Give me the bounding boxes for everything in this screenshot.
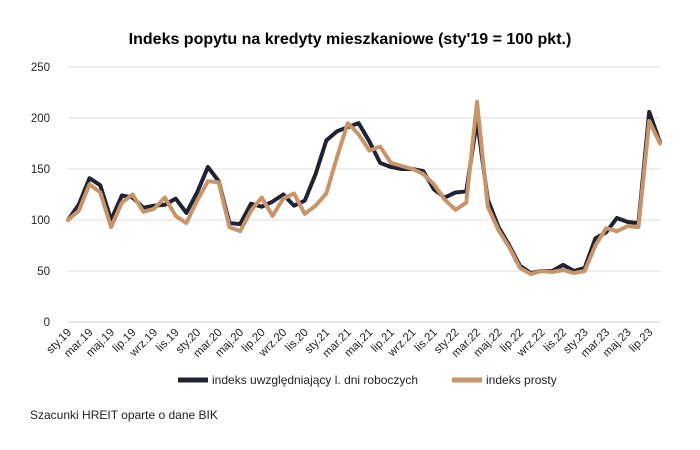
legend-label-series-2: indeks prosty bbox=[486, 373, 557, 387]
y-tick-label: 0 bbox=[44, 317, 50, 329]
y-tick-label: 50 bbox=[37, 266, 50, 278]
series-line-1 bbox=[66, 109, 662, 276]
y-tick-label: 200 bbox=[31, 113, 50, 125]
y-tick-label: 100 bbox=[31, 215, 50, 227]
x-tick-label: lip.23 bbox=[627, 327, 655, 355]
source-note: Szacunki HREIT oparte o dane BIK bbox=[30, 408, 218, 422]
x-axis-ticks: sty.19mar.19maj.19lip.19wrz.19lis.19sty.… bbox=[45, 327, 656, 360]
series-lines bbox=[66, 99, 662, 277]
legend: indeks uwzględniający l. dni roboczych i… bbox=[178, 373, 557, 387]
series-line-2 bbox=[66, 99, 662, 277]
legend-label-series-1: indeks uwzględniający l. dni roboczych bbox=[212, 373, 418, 387]
chart-title: Indeks popytu na kredyty mieszkaniowe (s… bbox=[129, 31, 572, 48]
y-tick-label: 150 bbox=[31, 164, 50, 176]
y-axis-ticks: 0 50 100 150 200 250 bbox=[31, 62, 50, 329]
gridlines bbox=[68, 66, 660, 323]
y-tick-label: 250 bbox=[31, 62, 50, 74]
